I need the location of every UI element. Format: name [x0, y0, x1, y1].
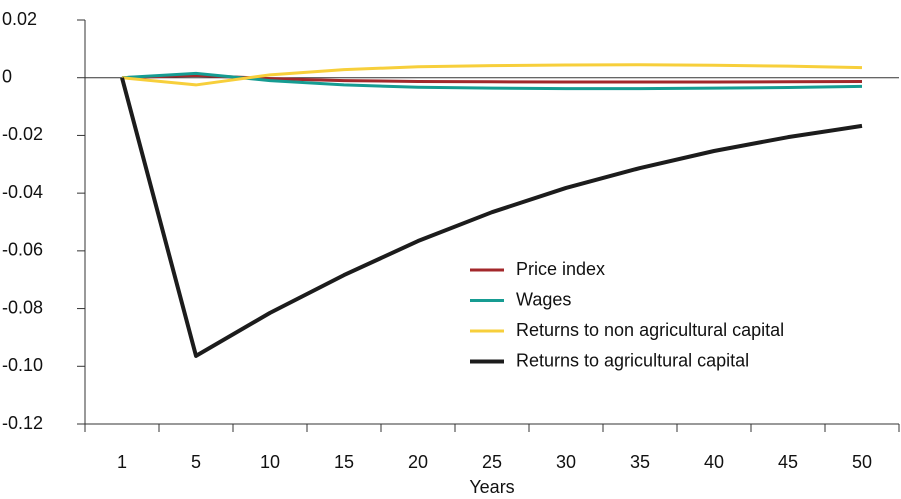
y-tick-label: -0.08 — [2, 297, 43, 317]
x-tick-label: 15 — [334, 452, 354, 472]
x-tick-label: 50 — [852, 452, 872, 472]
x-tick-label: 45 — [778, 452, 798, 472]
line-series — [121, 63, 863, 87]
y-tick-label: -0.12 — [2, 413, 43, 433]
y-tick-label: -0.10 — [2, 355, 43, 375]
x-tick-label: 30 — [556, 452, 576, 472]
y-tick-label: -0.02 — [2, 124, 43, 144]
x-tick-label: 10 — [260, 452, 280, 472]
legend-label: Returns to agricultural capital — [516, 350, 749, 370]
y-tick-label: 0.02 — [2, 9, 37, 29]
y-tick-label: -0.06 — [2, 240, 43, 260]
legend-label: Wages — [516, 289, 571, 309]
y-tick-label: -0.04 — [2, 182, 43, 202]
x-tick-label: 35 — [630, 452, 650, 472]
y-tick-label: 0 — [2, 66, 12, 86]
x-tick-label: 40 — [704, 452, 724, 472]
line-series — [120, 77, 863, 358]
x-tick-label: 25 — [482, 452, 502, 472]
legend-label: Price index — [516, 259, 605, 279]
x-tick-label: 1 — [117, 452, 127, 472]
legend-label: Returns to non agricultural capital — [516, 320, 784, 340]
x-axis-label: Years — [469, 477, 514, 497]
x-tick-label: 5 — [191, 452, 201, 472]
x-tick-label: 20 — [408, 452, 428, 472]
